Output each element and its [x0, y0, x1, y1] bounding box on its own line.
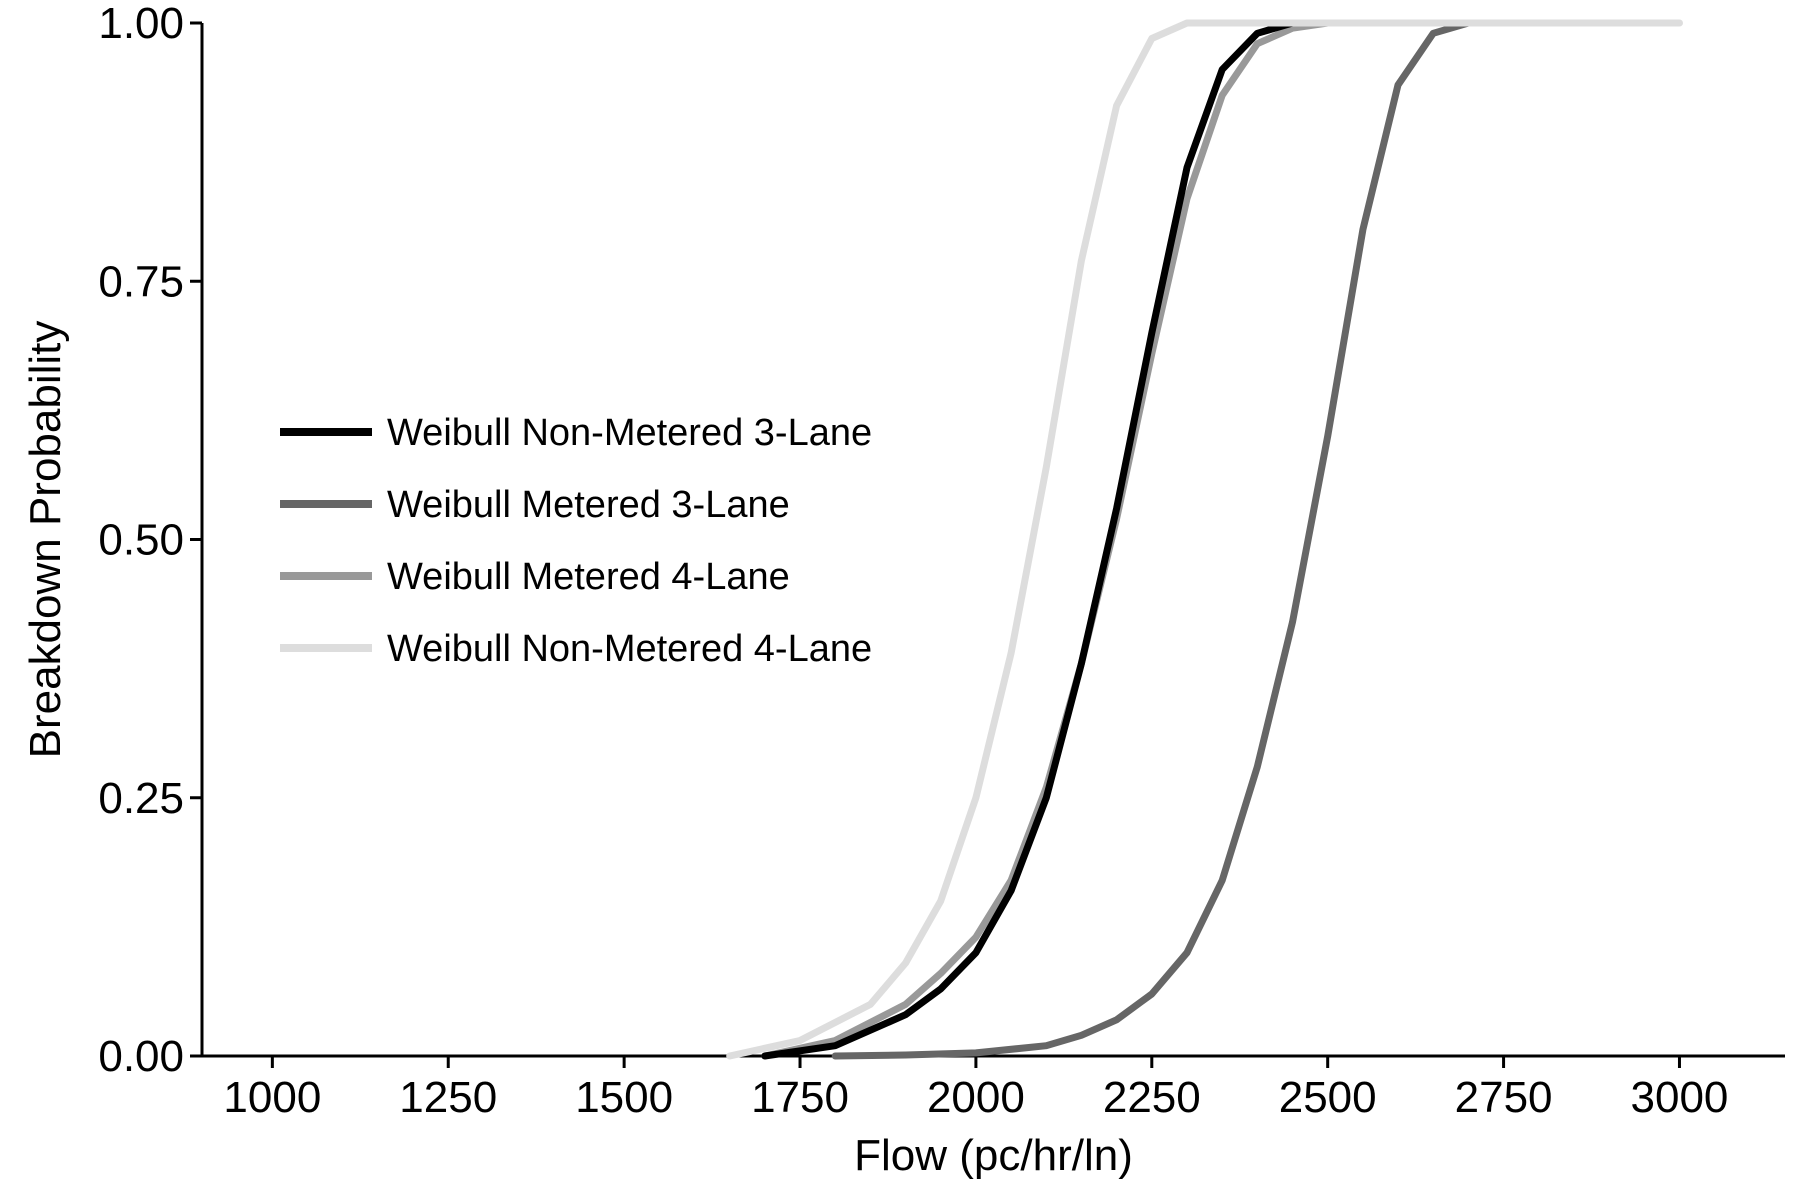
series-line-3: [761, 19, 1367, 1060]
x-tick-label: 1250: [399, 1073, 497, 1122]
series-group: [726, 19, 1683, 1060]
y-tick-label: 0.25: [98, 774, 184, 823]
x-tick-label: 1500: [575, 1073, 673, 1122]
x-tick-label: 1750: [751, 1073, 849, 1122]
x-tick-label: 2250: [1103, 1073, 1201, 1122]
axes: 1000 1250 1500 1750 2000 2250 2500 2750 3000 0.00…: [98, 0, 1785, 1122]
legend-label-2: Weibull Metered 3-Lane: [387, 484, 790, 526]
y-tick-label: 0.50: [98, 516, 184, 565]
x-tick-label: 2750: [1455, 1073, 1553, 1122]
x-tick-label: 1000: [223, 1073, 321, 1122]
legend-label-4: Weibull Non-Metered 4-Lane: [387, 628, 872, 670]
y-tick-label: 1.00: [98, 0, 184, 48]
x-tick-label: 2000: [927, 1073, 1025, 1122]
legend: Weibull Non-Metered 3-Lane Weibull Metere…: [280, 412, 872, 670]
x-axis-title: Flow (pc/hr/ln): [854, 1131, 1133, 1180]
y-axis-title: Breakdown Probability: [21, 321, 70, 759]
x-tick-label: 3000: [1631, 1073, 1729, 1122]
legend-label-1: Weibull Non-Metered 3-Lane: [387, 412, 872, 454]
series-line-1: [761, 19, 1332, 1060]
legend-label-3: Weibull Metered 4-Lane: [387, 556, 790, 598]
y-tick-label: 0.00: [98, 1032, 184, 1081]
y-tick-label: 0.75: [98, 257, 184, 306]
series-line-2: [831, 19, 1508, 1060]
series-line-4: [726, 19, 1683, 1060]
x-tick-label: 2500: [1279, 1073, 1377, 1122]
